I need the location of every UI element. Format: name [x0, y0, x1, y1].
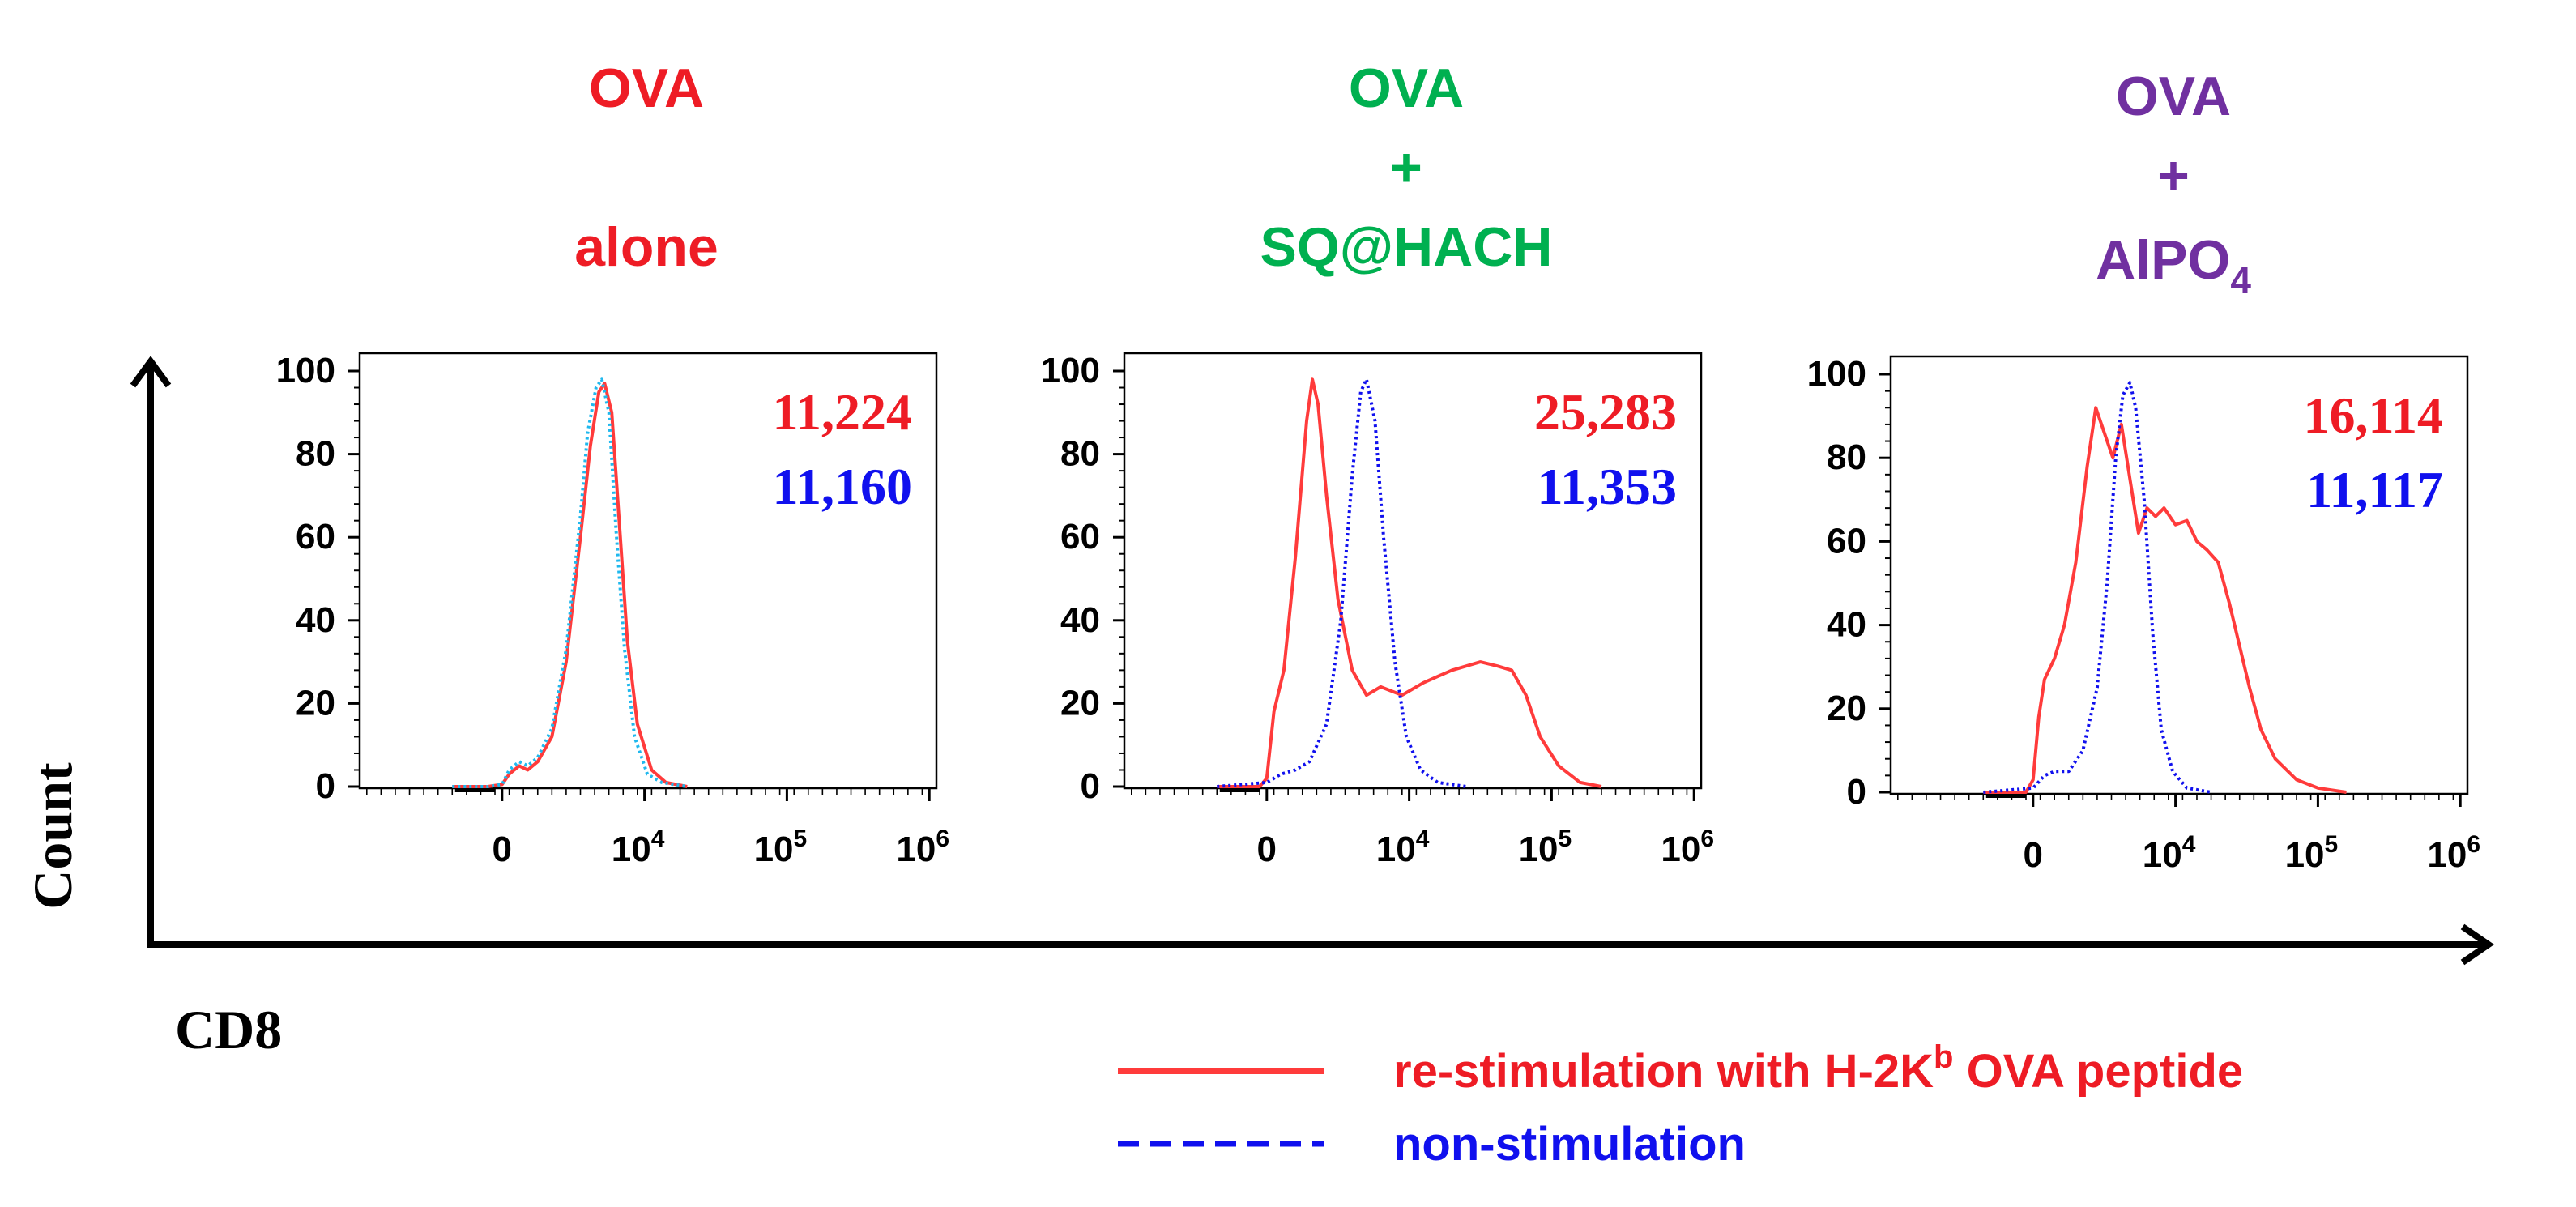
- histogram-series-non-stimulation: [452, 377, 688, 788]
- y-tick-label: 20: [1060, 683, 1100, 723]
- y-tick-label: 0: [1081, 766, 1100, 806]
- x-tick-label: 0: [2024, 835, 2043, 875]
- mfi-non-stimulation-value: 11,160: [773, 458, 912, 515]
- panel-1-title-line-1: OVA: [589, 58, 704, 119]
- y-tick-label: 0: [316, 766, 335, 806]
- y-tick-label: 60: [296, 517, 335, 557]
- x-axis-offscale-marker: [1985, 791, 2027, 798]
- y-tick-label: 40: [1827, 605, 1866, 645]
- panel-3-title-subscript: 4: [2230, 259, 2251, 301]
- legend: re-stimulation with H-2Kb OVA peptide no…: [1118, 1039, 2243, 1171]
- histogram-panel-ova-sq-hach: 0 20 40 60 80 100 0 104 105 106 25,283 11,353: [1041, 351, 1714, 869]
- plot-frame: [1889, 355, 2469, 795]
- x-tick-label: 105: [754, 825, 808, 869]
- y-tick-label: 40: [296, 600, 335, 640]
- histogram-series-restimulation: [1983, 406, 2347, 794]
- y-tick-label: 80: [1060, 434, 1100, 474]
- y-tick-label: 0: [1847, 772, 1866, 812]
- plot-frame: [1123, 352, 1703, 790]
- legend-label-restimulation: re-stimulation with H-2Kb OVA peptide: [1393, 1039, 2243, 1098]
- x-tick-label: 106: [2427, 831, 2480, 875]
- panel-2-title-line-1: OVA: [1349, 58, 1464, 119]
- x-tick-label: 105: [2285, 831, 2339, 875]
- panel-3-title-line-2: +: [2157, 145, 2190, 207]
- panel-2-title-line-2: +: [1390, 137, 1422, 198]
- plot-frame: [358, 352, 938, 790]
- x-tick-label: 105: [1519, 825, 1572, 869]
- y-tick-label: 100: [1807, 354, 1866, 394]
- mfi-non-stimulation-value: 11,353: [1537, 458, 1677, 515]
- y-axis-label: Count: [22, 762, 83, 910]
- panel-1-title-line-2: alone: [574, 216, 719, 278]
- y-tick-label: 20: [1827, 689, 1866, 728]
- y-tick-label: 60: [1060, 517, 1100, 557]
- mfi-restimulation-value: 25,283: [1534, 383, 1677, 441]
- histogram-series-non-stimulation: [1983, 381, 2211, 794]
- panel-3-title-line-3: AlPO4: [2096, 229, 2251, 301]
- y-tick-label: 80: [1827, 437, 1866, 477]
- y-tick-label: 20: [296, 683, 335, 723]
- y-tick-label: 100: [1041, 351, 1100, 390]
- legend-label-non-stimulation: non-stimulation: [1393, 1118, 1746, 1171]
- panel-3-title-line-1: OVA: [2116, 66, 2231, 127]
- mfi-restimulation-value: 16,114: [2304, 386, 2443, 444]
- mfi-restimulation-value: 11,224: [773, 383, 912, 441]
- y-tick-label: 100: [276, 351, 335, 390]
- x-tick-label: 106: [896, 825, 949, 869]
- panel-2-title-line-3: SQ@HACH: [1260, 216, 1553, 278]
- figure-y-axis-arrowhead: [130, 356, 172, 388]
- histogram-panel-ova-alpo4: 0 20 40 60 80 100 0 104 105 106 16,114 11,117: [1807, 354, 2480, 875]
- x-tick-label: 104: [612, 825, 665, 869]
- x-tick-label: 104: [1376, 825, 1430, 869]
- x-tick-label: 0: [493, 830, 512, 869]
- mfi-non-stimulation-value: 11,117: [2306, 461, 2443, 518]
- y-tick-label: 60: [1827, 521, 1866, 561]
- histogram-series-restimulation: [452, 382, 688, 788]
- y-tick-label: 80: [296, 434, 335, 474]
- figure-axes: [130, 356, 2495, 966]
- x-tick-label: 0: [1257, 830, 1277, 869]
- legend-superscript: b: [1934, 1039, 1953, 1075]
- x-tick-label: 104: [2143, 831, 2196, 875]
- y-tick-label: 40: [1060, 600, 1100, 640]
- x-tick-label: 106: [1661, 825, 1714, 869]
- x-axis-offscale-marker: [454, 785, 496, 792]
- histogram-series-restimulation: [1217, 377, 1602, 788]
- figure-x-axis-arrowhead: [2460, 923, 2495, 966]
- histogram-panel-ova-alone: 0 20 40 60 80 100 0 104 105 106 11,224 11,160: [276, 351, 949, 869]
- x-axis-label: CD8: [175, 999, 282, 1060]
- x-axis-offscale-marker: [1219, 785, 1260, 792]
